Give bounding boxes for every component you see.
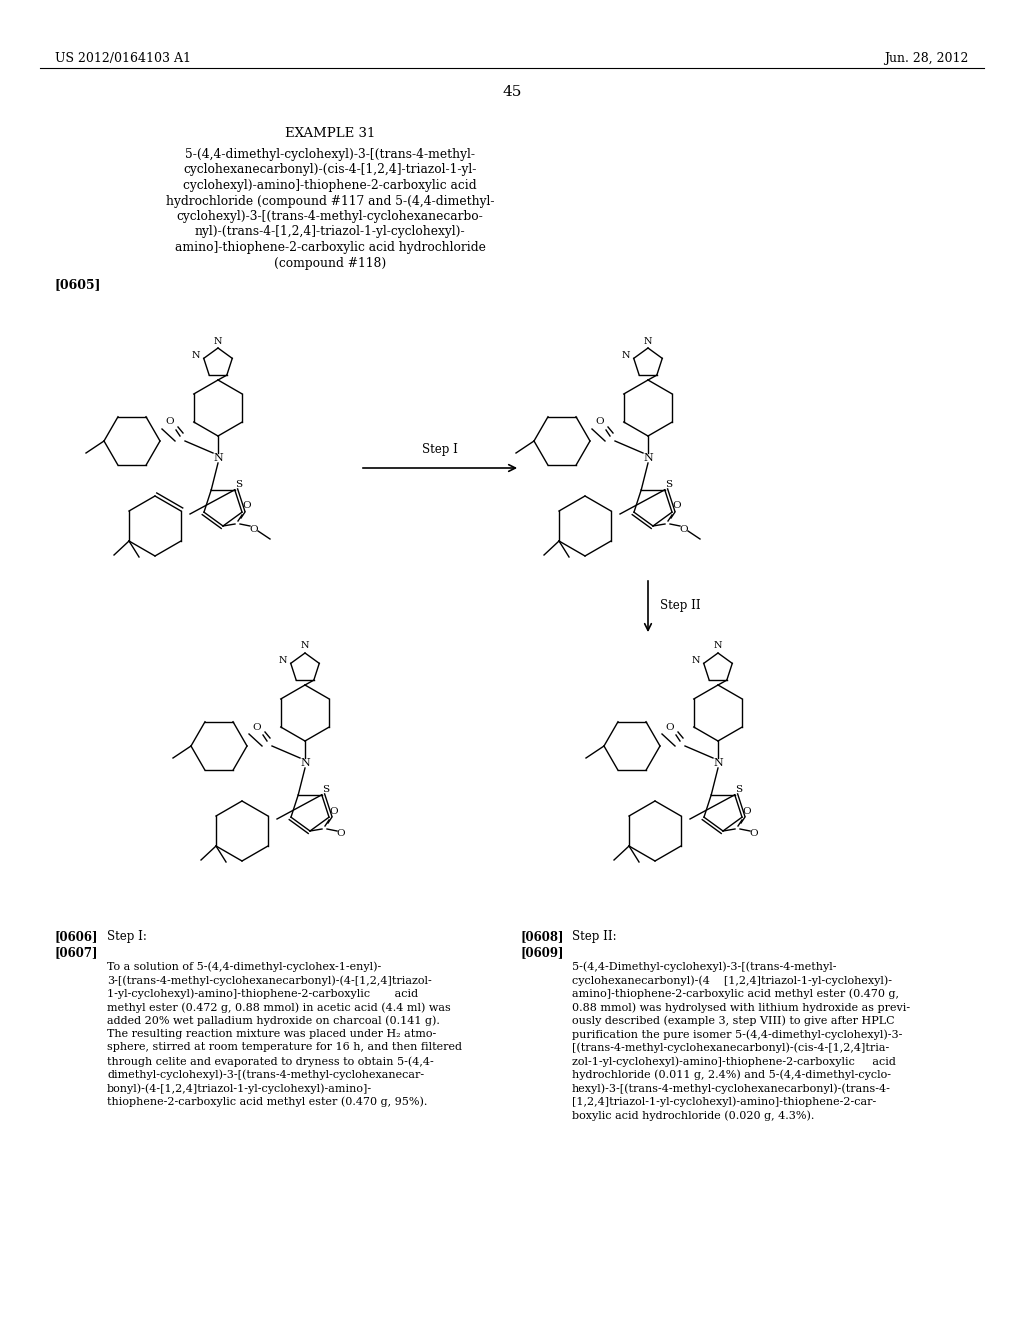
Text: amino]-thiophene-2-carboxylic acid hydrochloride: amino]-thiophene-2-carboxylic acid hydro…	[174, 242, 485, 253]
Text: cyclohexyl)-3-[(trans-4-methyl-cyclohexanecarbo-: cyclohexyl)-3-[(trans-4-methyl-cyclohexa…	[176, 210, 483, 223]
Text: boxylic acid hydrochloride (0.020 g, 4.3%).: boxylic acid hydrochloride (0.020 g, 4.3…	[572, 1110, 814, 1121]
Text: N: N	[692, 656, 700, 665]
Text: [1,2,4]triazol-1-yl-cyclohexyl)-amino]-thiophene-2-car-: [1,2,4]triazol-1-yl-cyclohexyl)-amino]-t…	[572, 1097, 877, 1107]
Text: [0605]: [0605]	[55, 279, 101, 290]
Text: 5-(4,4-Dimethyl-cyclohexyl)-3-[(trans-4-methyl-: 5-(4,4-Dimethyl-cyclohexyl)-3-[(trans-4-…	[572, 961, 837, 972]
Text: O: O	[666, 722, 675, 731]
Text: N: N	[301, 642, 309, 651]
Text: O: O	[742, 807, 752, 816]
Text: O: O	[243, 502, 251, 511]
Text: S: S	[666, 479, 673, 488]
Text: 1-yl-cyclohexyl)-amino]-thiophene-2-carboxylic       acid: 1-yl-cyclohexyl)-amino]-thiophene-2-carb…	[106, 989, 418, 999]
Text: [(trans-4-methyl-cyclohexanecarbonyl)-(cis-4-[1,2,4]tria-: [(trans-4-methyl-cyclohexanecarbonyl)-(c…	[572, 1043, 889, 1053]
Text: Step II:: Step II:	[572, 931, 616, 942]
Text: added 20% wet palladium hydroxide on charcoal (0.141 g).: added 20% wet palladium hydroxide on cha…	[106, 1015, 440, 1026]
Text: dimethyl-cyclohexyl)-3-[(trans-4-methyl-cyclohexanecar-: dimethyl-cyclohexyl)-3-[(trans-4-methyl-…	[106, 1069, 424, 1080]
Text: ously described (example 3, step VIII) to give after HPLC: ously described (example 3, step VIII) t…	[572, 1015, 895, 1026]
Text: Step I:: Step I:	[106, 931, 146, 942]
Text: N: N	[300, 758, 310, 768]
Text: nyl)-(trans-4-[1,2,4]-triazol-1-yl-cyclohexyl)-: nyl)-(trans-4-[1,2,4]-triazol-1-yl-cyclo…	[195, 226, 465, 239]
Text: S: S	[735, 784, 742, 793]
Text: purification the pure isomer 5-(4,4-dimethyl-cyclohexyl)-3-: purification the pure isomer 5-(4,4-dime…	[572, 1030, 902, 1040]
Text: O: O	[253, 722, 261, 731]
Text: O: O	[596, 417, 604, 426]
Text: hexyl)-3-[(trans-4-methyl-cyclohexanecarbonyl)-(trans-4-: hexyl)-3-[(trans-4-methyl-cyclohexanecar…	[572, 1082, 891, 1093]
Text: Step I: Step I	[422, 444, 458, 455]
Text: N: N	[279, 656, 288, 665]
Text: methyl ester (0.472 g, 0.88 mmol) in acetic acid (4.4 ml) was: methyl ester (0.472 g, 0.88 mmol) in ace…	[106, 1002, 451, 1012]
Text: To a solution of 5-(4,4-dimethyl-cyclohex-1-enyl)-: To a solution of 5-(4,4-dimethyl-cyclohe…	[106, 961, 381, 972]
Text: US 2012/0164103 A1: US 2012/0164103 A1	[55, 51, 191, 65]
Text: The resulting reaction mixture was placed under H₂ atmo-: The resulting reaction mixture was place…	[106, 1030, 436, 1039]
Text: through celite and evaporated to dryness to obtain 5-(4,4-: through celite and evaporated to dryness…	[106, 1056, 434, 1067]
Text: O: O	[166, 417, 174, 426]
Text: N: N	[214, 337, 222, 346]
Text: cyclohexanecarbonyl)-(4    [1,2,4]triazol-1-yl-cyclohexyl)-: cyclohexanecarbonyl)-(4 [1,2,4]triazol-1…	[572, 975, 892, 986]
Text: N: N	[213, 453, 223, 463]
Text: amino]-thiophene-2-carboxylic acid methyl ester (0.470 g,: amino]-thiophene-2-carboxylic acid methy…	[572, 989, 899, 999]
Text: N: N	[644, 337, 652, 346]
Text: 0.88 mmol) was hydrolysed with lithium hydroxide as previ-: 0.88 mmol) was hydrolysed with lithium h…	[572, 1002, 910, 1012]
Text: N: N	[191, 351, 201, 360]
Text: sphere, stirred at room temperature for 16 h, and then filtered: sphere, stirred at room temperature for …	[106, 1043, 462, 1052]
Text: S: S	[323, 784, 330, 793]
Text: 5-(4,4-dimethyl-cyclohexyl)-3-[(trans-4-methyl-: 5-(4,4-dimethyl-cyclohexyl)-3-[(trans-4-…	[185, 148, 475, 161]
Text: Jun. 28, 2012: Jun. 28, 2012	[884, 51, 968, 65]
Text: [0608]: [0608]	[520, 931, 563, 942]
Text: EXAMPLE 31: EXAMPLE 31	[285, 127, 375, 140]
Text: hydrochloride (0.011 g, 2.4%) and 5-(4,4-dimethyl-cyclo-: hydrochloride (0.011 g, 2.4%) and 5-(4,4…	[572, 1069, 891, 1080]
Text: Step II: Step II	[660, 599, 700, 612]
Text: O: O	[337, 829, 345, 838]
Text: O: O	[673, 502, 681, 511]
Text: N: N	[622, 351, 631, 360]
Text: N: N	[643, 453, 653, 463]
Text: cyclohexyl)-amino]-thiophene-2-carboxylic acid: cyclohexyl)-amino]-thiophene-2-carboxyli…	[183, 180, 477, 191]
Text: N: N	[714, 642, 722, 651]
Text: O: O	[680, 524, 688, 533]
Text: [0606]: [0606]	[55, 931, 98, 942]
Text: thiophene-2-carboxylic acid methyl ester (0.470 g, 95%).: thiophene-2-carboxylic acid methyl ester…	[106, 1097, 427, 1107]
Text: N: N	[713, 758, 723, 768]
Text: cyclohexanecarbonyl)-(cis-4-[1,2,4]-triazol-1-yl-: cyclohexanecarbonyl)-(cis-4-[1,2,4]-tria…	[183, 164, 477, 177]
Text: 45: 45	[503, 84, 521, 99]
Text: hydrochloride (compound #117 and 5-(4,4-dimethyl-: hydrochloride (compound #117 and 5-(4,4-…	[166, 194, 495, 207]
Text: O: O	[330, 807, 338, 816]
Text: (compound #118): (compound #118)	[273, 256, 386, 269]
Text: bonyl)-(4-[1,2,4]triazol-1-yl-cyclohexyl)-amino]-: bonyl)-(4-[1,2,4]triazol-1-yl-cyclohexyl…	[106, 1082, 372, 1093]
Text: [0609]: [0609]	[520, 946, 563, 960]
Text: S: S	[236, 479, 243, 488]
Text: [0607]: [0607]	[55, 946, 98, 960]
Text: O: O	[250, 524, 258, 533]
Text: 3-[(trans-4-methyl-cyclohexanecarbonyl)-(4-[1,2,4]triazol-: 3-[(trans-4-methyl-cyclohexanecarbonyl)-…	[106, 975, 432, 986]
Text: O: O	[750, 829, 759, 838]
Text: zol-1-yl-cyclohexyl)-amino]-thiophene-2-carboxylic     acid: zol-1-yl-cyclohexyl)-amino]-thiophene-2-…	[572, 1056, 896, 1067]
